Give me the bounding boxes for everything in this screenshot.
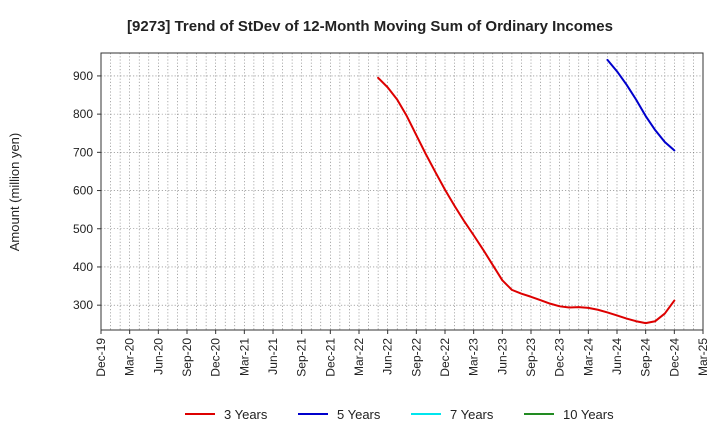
plot-area: [100, 52, 704, 331]
x-tick-label: Jun-23: [495, 338, 509, 375]
x-tick-label: Sep-20: [180, 338, 194, 377]
x-tick-label: Mar-24: [581, 338, 595, 376]
x-tick-label: Mar-22: [352, 338, 366, 376]
x-axis: Dec-19 Mar-20 Jun-20 Sep-20 Dec-20 Mar-21 Jun-…: [94, 330, 710, 377]
x-tick-label: Mar-21: [237, 338, 251, 376]
x-tick-label: Sep-24: [639, 338, 653, 377]
y-tick-label: 700: [73, 145, 93, 159]
series-line-5-years: [606, 58, 676, 152]
x-tick-label: Jun-24: [610, 338, 624, 375]
y-tick-label: 800: [73, 107, 93, 121]
legend-label-3-years: 3 Years: [224, 407, 268, 422]
y-axis-label: Amount (million yen): [7, 133, 22, 252]
x-tick-label: Sep-22: [409, 338, 423, 377]
chart-title: [9273] Trend of StDev of 12-Month Moving…: [127, 18, 613, 35]
y-tick-label: 300: [73, 298, 93, 312]
y-tick-label: 400: [73, 260, 93, 274]
legend-label-5-years: 5 Years: [337, 407, 381, 422]
y-tick-label: 500: [73, 222, 93, 236]
x-tick-label: Mar-20: [123, 338, 137, 376]
y-tick-label: 900: [73, 69, 93, 83]
legend-label-7-years: 7 Years: [450, 407, 494, 422]
x-tick-label: Dec-21: [323, 338, 337, 377]
x-tick-label: Dec-19: [94, 338, 108, 377]
x-tick-label: Sep-21: [295, 338, 309, 377]
y-axis: 300 400 500 600 700 800 900: [73, 69, 101, 312]
x-tick-label: Mar-23: [467, 338, 481, 376]
x-tick-label: Mar-25: [696, 338, 710, 376]
x-tick-label: Dec-24: [667, 338, 681, 377]
legend-label-10-years: 10 Years: [563, 407, 614, 422]
x-tick-label: Dec-20: [209, 338, 223, 377]
x-tick-label: Jun-21: [266, 338, 280, 375]
x-tick-label: Dec-23: [553, 338, 567, 377]
legend: 3 Years 5 Years 7 Years 10 Years: [185, 407, 614, 422]
series-lines: [377, 58, 676, 325]
x-tick-label: Jun-20: [151, 338, 165, 375]
x-tick-label: Dec-22: [438, 338, 452, 377]
y-tick-label: 600: [73, 184, 93, 198]
series-line-3-years: [377, 76, 676, 325]
grid: [101, 53, 703, 330]
x-tick-label: Jun-22: [381, 338, 395, 375]
x-tick-label: Sep-23: [524, 338, 538, 377]
